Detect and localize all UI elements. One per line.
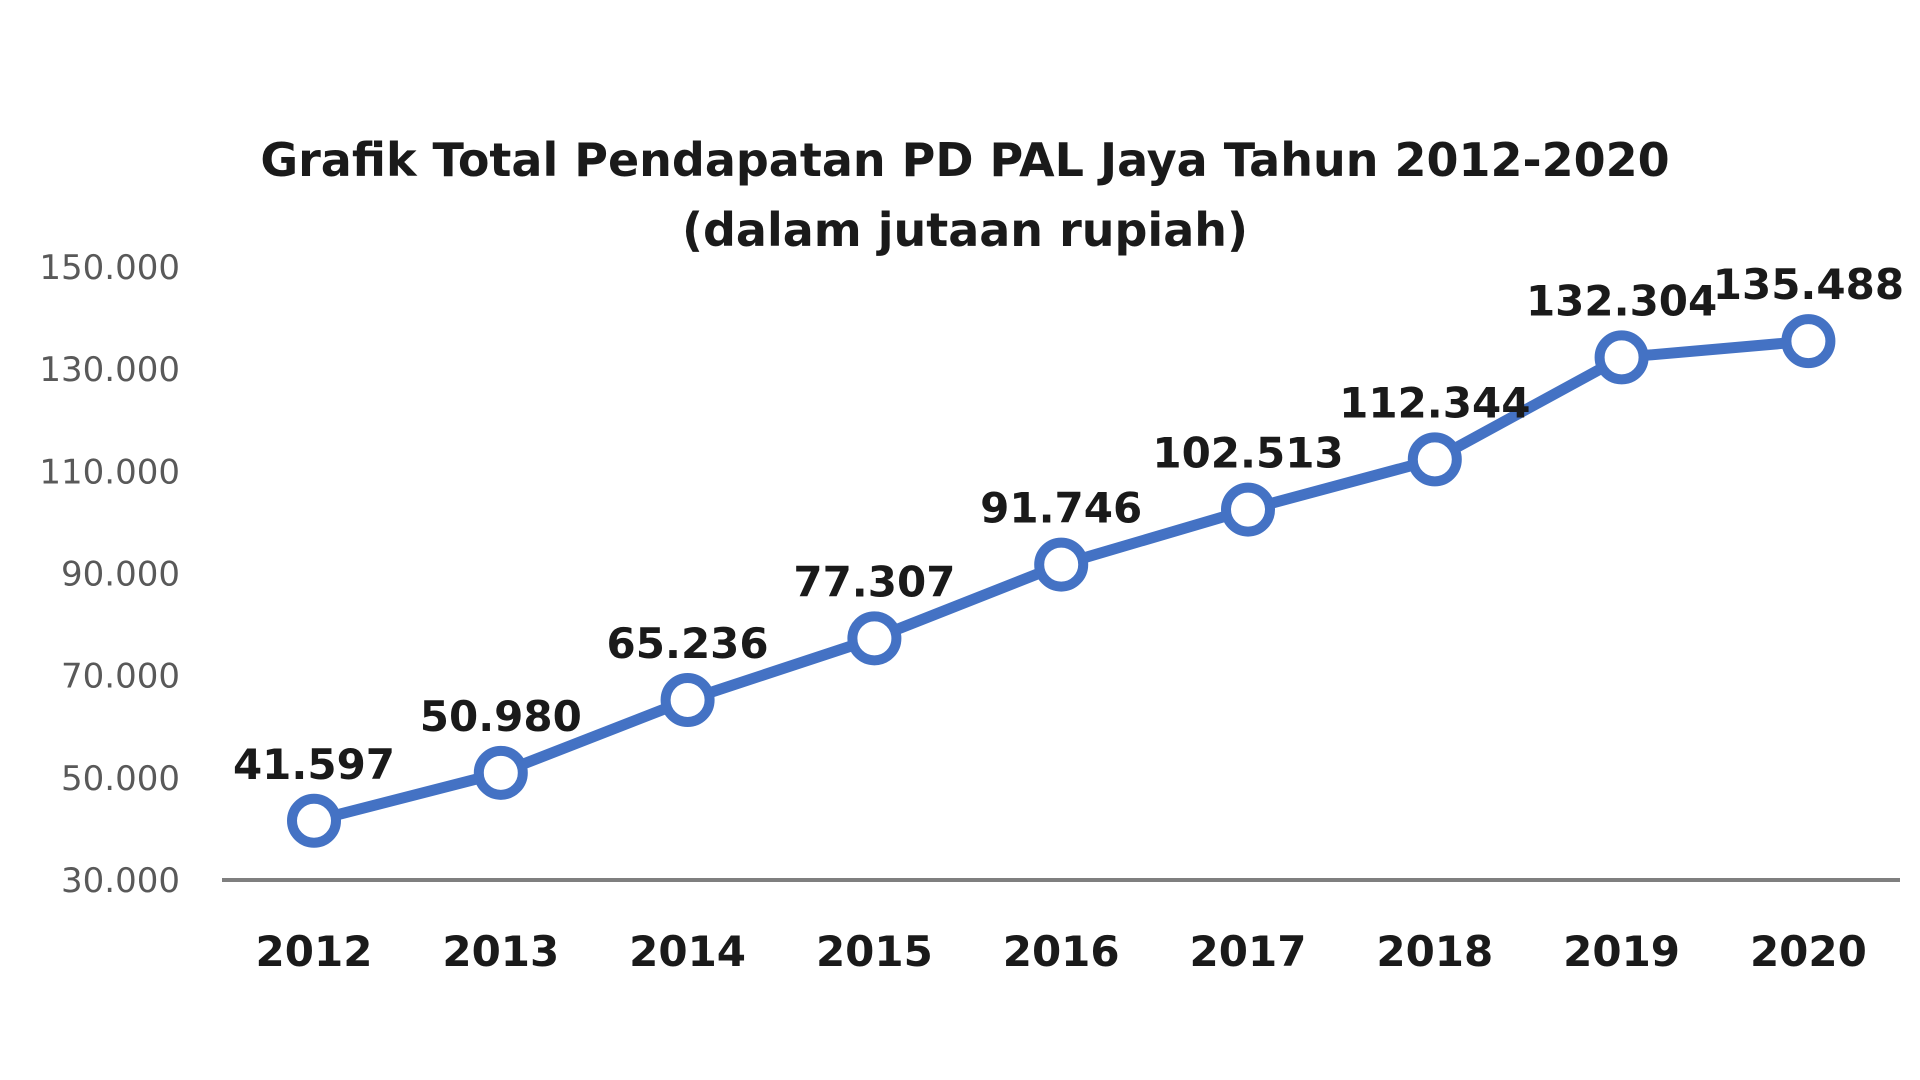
data-point xyxy=(1034,537,1089,592)
data-label: 135.488 xyxy=(1713,260,1904,309)
x-tick-label: 2016 xyxy=(1003,927,1120,976)
chart-title-line-2: (dalam jutaan rupiah) xyxy=(682,203,1248,257)
data-point xyxy=(660,673,715,728)
data-point xyxy=(847,611,902,666)
series xyxy=(287,314,1836,848)
data-label: 50.980 xyxy=(420,692,582,741)
y-tick-label: 90.000 xyxy=(61,555,180,595)
data-label: 112.344 xyxy=(1339,378,1530,427)
chart-title-line-1: Grafik Total Pendapatan PD PAL Jaya Tahu… xyxy=(260,133,1669,187)
chart-title: Grafik Total Pendapatan PD PAL Jaya Tahu… xyxy=(260,133,1669,257)
data-label: 77.307 xyxy=(793,557,955,606)
data-point xyxy=(1594,330,1649,385)
data-point xyxy=(1221,482,1275,537)
x-tick-label: 2018 xyxy=(1376,927,1493,976)
y-tick-label: 110.000 xyxy=(39,452,180,492)
x-tick-label: 2017 xyxy=(1190,927,1307,976)
data-point xyxy=(287,793,341,848)
y-tick-label: 30.000 xyxy=(61,861,180,901)
x-axis: 2012 2013 2014 2015 2016 2017 2018 2019 2020 xyxy=(256,927,1867,976)
data-label: 132.304 xyxy=(1526,276,1717,325)
data-point xyxy=(1781,314,1836,369)
data-point xyxy=(473,745,528,800)
y-tick-label: 130.000 xyxy=(39,350,180,390)
x-tick-label: 2019 xyxy=(1563,927,1680,976)
x-tick-label: 2015 xyxy=(816,927,933,976)
y-tick-label: 70.000 xyxy=(61,657,180,697)
y-tick-label: 150.000 xyxy=(39,248,180,288)
data-point xyxy=(1407,432,1462,487)
x-tick-label: 2020 xyxy=(1750,927,1867,976)
x-tick-label: 2014 xyxy=(629,927,746,976)
x-tick-label: 2013 xyxy=(442,927,559,976)
data-label: 91.746 xyxy=(980,484,1142,533)
data-label: 41.597 xyxy=(233,740,395,789)
data-label: 65.236 xyxy=(607,619,769,668)
data-label: 102.513 xyxy=(1152,429,1343,478)
x-tick-label: 2012 xyxy=(256,927,373,976)
y-tick-label: 50.000 xyxy=(61,759,180,799)
y-axis: 30.000 50.000 70.000 90.000 110.000 130.000 15… xyxy=(39,248,180,901)
data-labels: 41.597 50.980 65.236 77.307 91.746102.513112… xyxy=(233,260,1904,789)
